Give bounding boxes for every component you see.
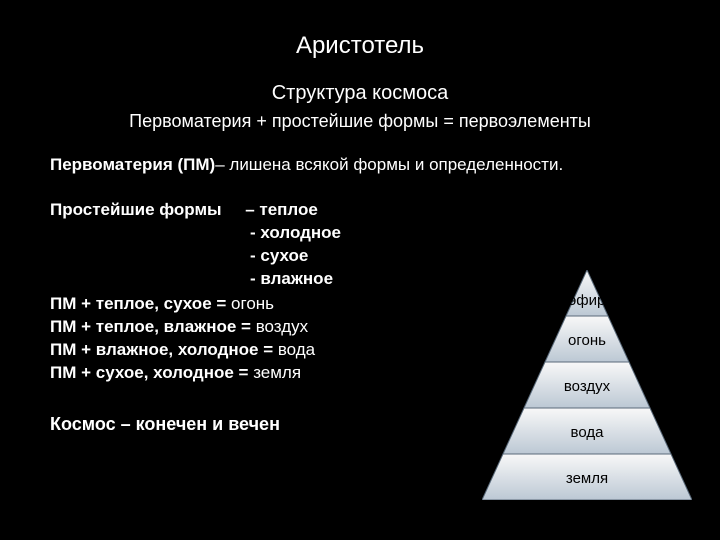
form-warm: – теплое bbox=[226, 200, 318, 219]
main-equation: Первоматерия + простейшие формы = первоэ… bbox=[0, 111, 720, 132]
page-title: Аристотель bbox=[0, 0, 720, 60]
subtitle: Структура космоса bbox=[0, 82, 720, 105]
pyr-label-air: воздух bbox=[482, 378, 692, 395]
pyr-label-ether: эфир bbox=[482, 292, 692, 309]
pm-term: Первоматерия (ПМ) bbox=[50, 155, 215, 174]
form-cold: - холодное bbox=[250, 222, 670, 245]
form-dry: - сухое bbox=[250, 245, 670, 268]
pm-desc: – лишена всякой формы и определенности. bbox=[215, 155, 563, 174]
pyr-label-fire: огонь bbox=[482, 332, 692, 349]
pyr-label-earth: земля bbox=[482, 470, 692, 487]
definition-pervomateriya: Первоматерия (ПМ)– лишена всякой формы и… bbox=[50, 154, 670, 177]
pyr-label-water: вода bbox=[482, 424, 692, 441]
forms-label: Простейшие формы bbox=[50, 200, 222, 219]
pyramid-diagram: эфир огонь воздух вода земля bbox=[482, 270, 692, 500]
